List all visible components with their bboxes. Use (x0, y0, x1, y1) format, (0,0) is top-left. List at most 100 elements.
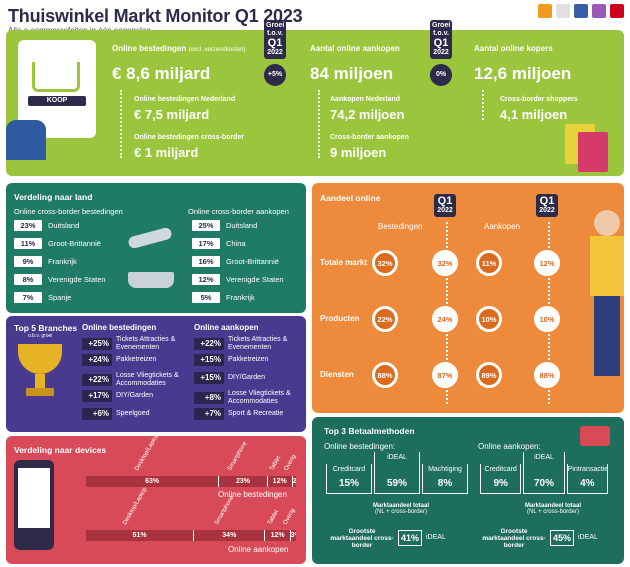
branch-name: Tickets Attracties & Evenementen (116, 336, 176, 351)
betaal-panel (312, 417, 624, 564)
aandeel-donut: 88% (534, 362, 560, 388)
land-row: 25% Duitsland (192, 220, 257, 231)
cb-shoppers-label: Cross-border shoppers (500, 96, 578, 103)
dotted-connector (482, 90, 484, 120)
land-country: Verenigde Staten (48, 275, 106, 284)
aandeel-title: Aandeel online (320, 193, 381, 203)
aandeel-donut: 24% (432, 306, 458, 332)
online-bestedingen-label: Online bestedingen (excl. verzendkosten) (112, 44, 246, 53)
aandeel-rows: Totale markt 32% 32% 11% 12% Producten 22% 24% 1… (320, 250, 580, 400)
pay-method-name: Creditcard (484, 466, 517, 473)
branch-row: +17% DIY/Garden (82, 390, 186, 402)
land-row: 8% Verenigde Staten (14, 274, 106, 285)
aandeel-col-aankopen: Aankopen (484, 222, 521, 231)
pay-method: iDEAL 59% (374, 452, 420, 494)
land-country: Duitsland (226, 221, 258, 230)
aankopen-nl-value: 74,2 miljoen (330, 107, 405, 122)
branch-name: Losse Vliegtickets & Accommodaties (116, 372, 179, 387)
device-bar-segment: 2% (291, 476, 296, 487)
land-row: 12% Verenigde Staten (192, 274, 284, 285)
land-row: 16% Groot-Brittannië (192, 256, 279, 267)
land-country: Duitsland (48, 221, 80, 230)
aandeel-donut: 11% (476, 250, 502, 276)
land-country: Verenigde Staten (226, 275, 284, 284)
land-country: Frankrijk (48, 257, 77, 266)
devices-bestedingen-bar: 63% 23%12%2% (86, 476, 296, 487)
right-cb-method: iDEAL (578, 534, 598, 541)
land-row: 7% Spanje (14, 292, 71, 303)
kopers-label: Aantal online kopers (474, 44, 553, 53)
land-row: 9% Frankrijk (14, 256, 77, 267)
cb-bestedingen-label: Online bestedingen cross-border (134, 134, 245, 141)
retail-logo-icon (574, 4, 588, 18)
device-labels: Desktop/Laptop Smartphone Tablet Overig (86, 487, 297, 526)
aandeel-donut: 10% (476, 306, 502, 332)
device-label: Overig (283, 453, 298, 472)
land-pct: 7% (14, 292, 42, 303)
branch-row: +22% Tickets Attracties & Evenementen (194, 336, 298, 352)
device-label: Overig (282, 507, 297, 526)
device-bar-segment: 34% (193, 530, 264, 541)
branch-pct: +22% (194, 338, 224, 350)
cb-shoppers-value: 4,1 miljoen (500, 107, 568, 122)
land-pct: 12% (192, 274, 220, 285)
land-row: 17% China (192, 238, 246, 249)
aandeel-donut: 87% (432, 362, 458, 388)
aandeel-col-bestedingen: Bestedingen (378, 222, 423, 231)
woman-illustration (594, 210, 620, 236)
aankopen-value: 84 miljoen (310, 64, 394, 83)
kerncijfers-panel (6, 30, 624, 176)
pay-method-name: Creditcard (332, 466, 366, 473)
land-country: Groot-Brittannië (48, 239, 101, 248)
branch-pct: +22% (82, 374, 112, 386)
branch-name: Sport & Recreatie (228, 410, 284, 417)
devices-title: Verdeling naar devices (14, 445, 107, 455)
device-bar-segment: 12% (266, 476, 292, 487)
grootste-label-right: Grootste marktaandeel cross-border (482, 528, 546, 549)
markt-label-left: Marktaandeel totaal (NL + cross-border) (372, 503, 430, 515)
wallet-icon (580, 426, 610, 446)
device-bar-segment: 3% (289, 530, 296, 541)
land-row: 11% Groot-Brittannië (14, 238, 101, 249)
device-label: Tablet (269, 455, 283, 472)
devices-aankopen-bar: 51% 34%12%3% (86, 530, 296, 541)
pay-method: Pintransactie 4% (566, 464, 608, 494)
online-bestedingen-value: € 8,6 miljard (112, 64, 211, 83)
partner-logo-icon (592, 4, 606, 18)
right-cb-pct: 45% (550, 530, 574, 546)
woman-legs (594, 296, 620, 376)
device-labels: Desktop/Laptop Smartphone Tablet Overig (86, 433, 298, 472)
pay-method-pct: 9% (493, 478, 508, 489)
land-right-title: Online cross-border aankopen (188, 207, 289, 216)
gfk-logo-icon (538, 4, 552, 18)
ship-icon (128, 272, 174, 288)
pay-method-pct: 15% (338, 478, 359, 489)
groei-badge: Groei t.o.v. Q1 2022 (264, 20, 286, 59)
branch-pct: +24% (82, 354, 112, 366)
pay-method-pct: 70% (533, 478, 554, 489)
land-pct: 9% (14, 256, 42, 267)
land-pct: 11% (14, 238, 42, 249)
device-bar-segment: 12% (264, 530, 289, 541)
aandeel-donut: 22% (372, 306, 398, 332)
koop-button-label: KOOP (28, 96, 86, 106)
land-pct: 17% (192, 238, 220, 249)
aandeel-donut: 32% (372, 250, 398, 276)
branches-right-title: Online aankopen (194, 323, 259, 332)
land-pct: 8% (14, 274, 42, 285)
branch-pct: +15% (194, 354, 224, 366)
branch-name: Pakketreizen (116, 356, 157, 363)
branches-left-title: Online bestedingen (82, 323, 157, 332)
groei-badge: Groei t.o.v. Q1 2022 (430, 20, 452, 59)
hand-illustration (6, 120, 46, 160)
pay-method: Creditcard 15% (326, 464, 372, 494)
branch-pct: +25% (82, 338, 112, 350)
land-title: Verdeling naar land (14, 192, 93, 202)
nl-bestedingen-value: € 7,5 miljard (134, 107, 210, 122)
aandeel-donut: 89% (476, 362, 502, 388)
branch-name: Losse Vliegtickets & Accommodaties (228, 390, 291, 405)
aankopen-cb-value: 9 miljoen (330, 145, 387, 160)
branch-row: +6% Speelgoed (82, 408, 186, 420)
land-pct: 25% (192, 220, 220, 231)
branches-panel (6, 316, 306, 432)
